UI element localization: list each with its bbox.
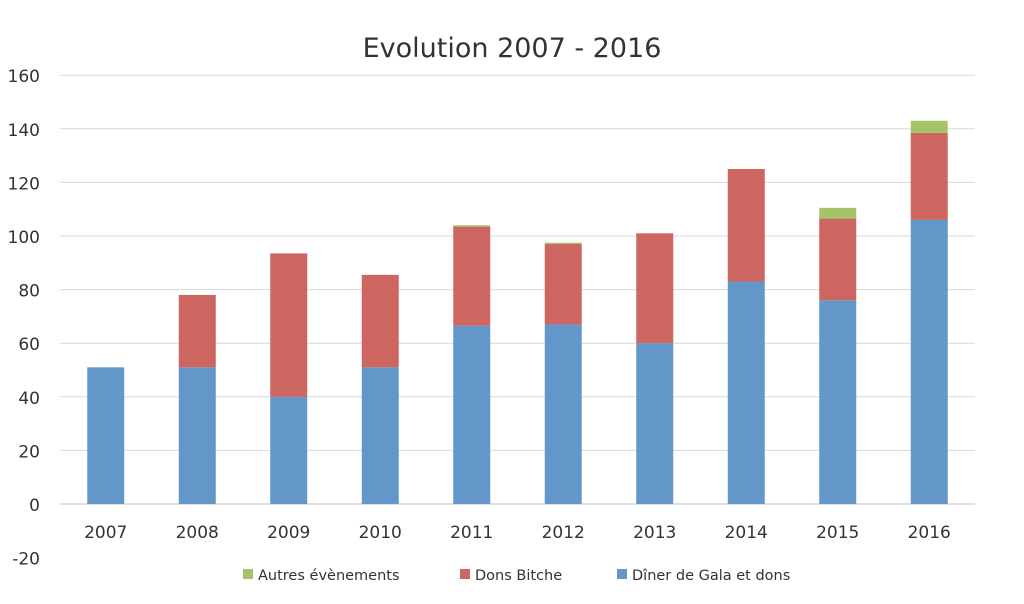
y-tick-label: 60	[18, 335, 40, 355]
x-tick-label: 2008	[176, 523, 219, 543]
y-tick-label: 140	[8, 121, 40, 141]
bar-segment	[270, 253, 308, 397]
x-tick-label: 2009	[267, 523, 310, 543]
bar-segment	[87, 367, 125, 504]
bar-segment	[544, 324, 582, 504]
bar-segment	[819, 300, 857, 504]
x-tick-label: 2007	[84, 523, 127, 543]
bar-segment	[544, 242, 582, 245]
bar-segment	[544, 244, 582, 325]
x-tick-label: 2013	[633, 523, 676, 543]
bar-segment	[910, 120, 948, 133]
legend-label: Dîner de Gala et dons	[632, 568, 790, 584]
y-tick-label: -20	[12, 550, 40, 570]
y-tick-label: 20	[18, 442, 40, 462]
bar-segment	[453, 325, 491, 504]
bar-segment	[636, 233, 674, 344]
x-tick-label: 2010	[359, 523, 402, 543]
bar-segment	[819, 207, 857, 219]
y-tick-label: 160	[8, 67, 40, 87]
x-tick-label: 2016	[908, 523, 951, 543]
bar-segment	[178, 367, 216, 504]
bar-segment	[819, 218, 857, 301]
x-tick-label: 2011	[450, 523, 493, 543]
legend-swatch	[460, 569, 470, 579]
bar-segment	[636, 343, 674, 504]
legend-swatch	[243, 569, 253, 579]
bar-segment	[178, 294, 216, 368]
y-tick-label: 100	[8, 228, 40, 248]
chart-title: Evolution 2007 - 2016	[363, 33, 662, 64]
y-tick-label: 120	[8, 174, 40, 194]
x-tick-label: 2012	[542, 523, 585, 543]
bar-segment	[361, 367, 399, 504]
bar-segment	[727, 169, 765, 282]
bar-segment	[453, 225, 491, 227]
bar-segment	[453, 226, 491, 326]
legend-label: Dons Bitche	[475, 568, 562, 584]
bar-segment	[361, 274, 399, 368]
x-tick-label: 2014	[725, 523, 768, 543]
y-tick-label: 80	[18, 282, 40, 302]
bar-segment	[910, 219, 948, 505]
y-tick-label: 40	[18, 389, 40, 409]
bar-segment	[910, 132, 948, 220]
legend-label: Autres évènements	[258, 568, 400, 584]
x-tick-label: 2015	[816, 523, 859, 543]
legend-swatch	[617, 569, 627, 579]
bar-segment	[727, 281, 765, 504]
y-tick-label: 0	[29, 496, 40, 516]
bar-segment	[270, 396, 308, 504]
